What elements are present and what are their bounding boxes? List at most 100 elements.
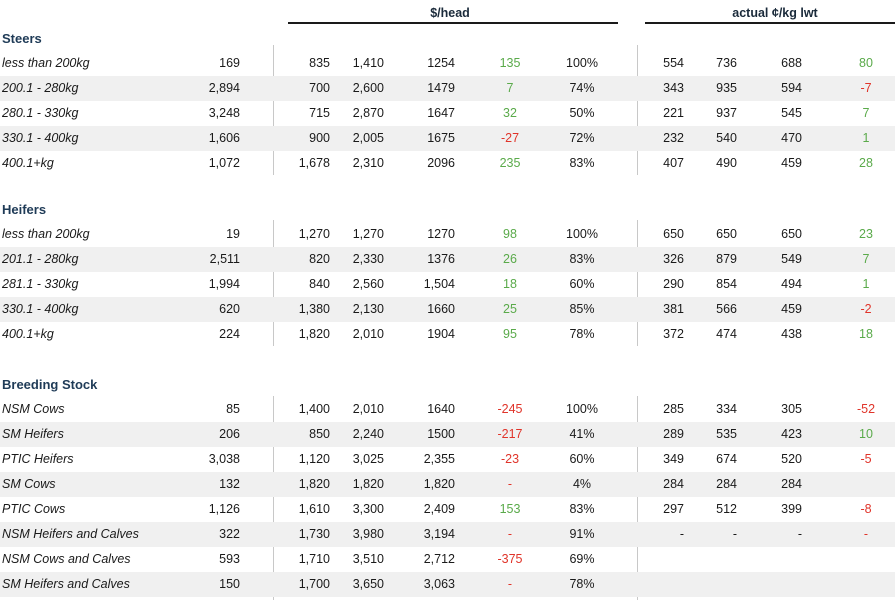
kg-change-cell: 10 xyxy=(859,427,873,441)
head-count-cell: 2,894 xyxy=(208,81,240,95)
avg-price-cell: 2,355 xyxy=(423,452,455,466)
row-label: 400.1+kg xyxy=(2,156,54,170)
avg-price-cell: 1376 xyxy=(427,252,455,266)
row-label: PTIC Cows xyxy=(2,502,66,516)
kg-max-cell: 736 xyxy=(716,56,737,70)
per-kg-header: actual ¢/kg lwt xyxy=(732,6,818,20)
min-price-cell: 900 xyxy=(309,131,330,145)
row-label: less than 200kg xyxy=(2,56,90,70)
avg-price-cell: 1500 xyxy=(427,427,455,441)
min-price-cell: 1,610 xyxy=(298,502,330,516)
kg-avg-cell: 399 xyxy=(781,502,802,516)
head-count-cell: 620 xyxy=(219,302,240,316)
table-row: NSM Cows and Calves 593 1,710 3,510 2,712 -37… xyxy=(0,547,895,572)
avg-price-cell: 1,820 xyxy=(423,477,455,491)
min-price-cell: 1,700 xyxy=(298,577,330,591)
clearance-cell: 83% xyxy=(569,252,595,266)
table-row: SM Heifers 206 850 2,240 1500 -217 41% 289 535 42… xyxy=(0,422,895,447)
min-price-cell: 1,678 xyxy=(298,156,330,170)
kg-min-cell xyxy=(652,572,684,597)
kg-max-cell: 535 xyxy=(716,427,737,441)
separator-kg xyxy=(637,396,638,600)
table-row: 281.1 - 330kg 1,994 840 2,560 1,504 18 60% 290 8… xyxy=(0,272,895,297)
kg-min-cell: 290 xyxy=(663,277,684,291)
clearance-cell: 74% xyxy=(569,81,595,95)
kg-avg-cell: 459 xyxy=(781,302,802,316)
max-price-cell: 2,005 xyxy=(352,131,384,145)
max-price-cell: 3,980 xyxy=(352,527,384,541)
price-change-cell: - xyxy=(507,577,513,591)
table-row: 400.1+kg 224 1,820 2,010 1904 95 78% 372 474 438 1… xyxy=(0,322,895,347)
kg-avg-cell: 650 xyxy=(781,227,802,241)
max-price-cell: 1,820 xyxy=(352,477,384,491)
head-count-cell: 1,072 xyxy=(208,156,240,170)
separator-head xyxy=(273,220,274,346)
per-head-header: $/head xyxy=(430,6,470,20)
head-count-cell: 2,511 xyxy=(209,252,240,266)
kg-min-cell: 297 xyxy=(663,502,684,516)
kg-change-cell: 18 xyxy=(859,327,873,341)
avg-price-cell: 1647 xyxy=(427,106,455,120)
avg-price-cell: 1270 xyxy=(427,227,455,241)
kg-max-cell: 937 xyxy=(716,106,737,120)
clearance-cell: 91% xyxy=(569,527,595,541)
kg-max-cell: 284 xyxy=(716,477,737,491)
min-price-cell: 850 xyxy=(309,427,330,441)
price-change-cell: -375 xyxy=(497,552,523,566)
price-change-cell: 235 xyxy=(499,156,521,170)
clearance-cell: 60% xyxy=(569,452,595,466)
kg-avg-cell: 545 xyxy=(781,106,802,120)
max-price-cell: 2,130 xyxy=(352,302,384,316)
price-change-cell: 26 xyxy=(503,252,517,266)
price-change-cell: 18 xyxy=(503,277,517,291)
max-price-cell: 2,600 xyxy=(352,81,384,95)
clearance-cell: 69% xyxy=(569,552,595,566)
section-title: Steers xyxy=(2,31,42,46)
row-label: NSM Cows and Calves xyxy=(2,552,131,566)
clearance-cell: 72% xyxy=(569,131,595,145)
kg-change-cell: - xyxy=(863,527,869,541)
separator-kg xyxy=(637,45,638,175)
kg-change-cell: 80 xyxy=(859,56,873,70)
head-count-cell: 3,248 xyxy=(208,106,240,120)
kg-avg-cell: 594 xyxy=(781,81,802,95)
separator-kg xyxy=(637,220,638,346)
row-label: SM Cows xyxy=(2,477,56,491)
avg-price-cell: 1660 xyxy=(427,302,455,316)
table-row: NSM Heifers and Calves 322 1,730 3,980 3,194… xyxy=(0,522,895,547)
price-change-cell: -23 xyxy=(500,452,520,466)
head-count-cell: 19 xyxy=(226,227,240,241)
kg-change-cell: 23 xyxy=(859,227,873,241)
kg-change-cell xyxy=(850,547,882,572)
kg-change-cell: -7 xyxy=(860,81,872,95)
table-row: 200.1 - 280kg 2,894 700 2,600 1479 7 74% 343 935… xyxy=(0,76,895,101)
kg-min-cell: 285 xyxy=(663,402,684,416)
max-price-cell: 2,560 xyxy=(352,277,384,291)
kg-max-cell: 650 xyxy=(716,227,737,241)
kg-change-cell xyxy=(850,572,882,597)
kg-min-cell: 372 xyxy=(663,327,684,341)
kg-min-cell: 343 xyxy=(663,81,684,95)
price-change-cell: -217 xyxy=(497,427,523,441)
clearance-cell: 100% xyxy=(566,227,598,241)
head-count-cell: 1,126 xyxy=(208,502,240,516)
head-count-cell: 322 xyxy=(219,527,240,541)
kg-avg-cell: 438 xyxy=(781,327,802,341)
clearance-cell: 41% xyxy=(569,427,595,441)
min-price-cell: 1,820 xyxy=(298,327,330,341)
max-price-cell: 2,870 xyxy=(352,106,384,120)
price-change-cell: 25 xyxy=(503,302,517,316)
clearance-cell: 78% xyxy=(569,577,595,591)
kg-min-cell: 381 xyxy=(663,302,684,316)
min-price-cell: 1,820 xyxy=(298,477,330,491)
kg-min-cell: - xyxy=(679,527,684,541)
row-label: 201.1 - 280kg xyxy=(2,252,79,266)
avg-price-cell: 3,194 xyxy=(423,527,455,541)
avg-price-cell: 1479 xyxy=(427,81,455,95)
table-row: 330.1 - 400kg 1,606 900 2,005 1675 -27 72% 232 5… xyxy=(0,126,895,151)
max-price-cell: 2,310 xyxy=(352,156,384,170)
kg-max-cell: 566 xyxy=(716,302,737,316)
avg-price-cell: 3,063 xyxy=(423,577,455,591)
max-price-cell: 2,010 xyxy=(352,402,384,416)
row-label: SM Heifers and Calves xyxy=(2,577,130,591)
